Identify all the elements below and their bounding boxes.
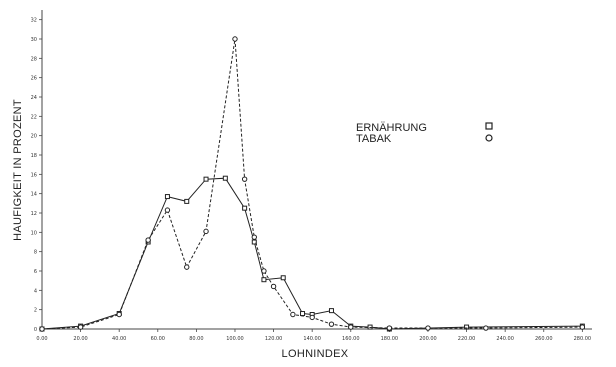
data-point-ernaehrung <box>280 275 286 281</box>
y-tick-label: 32 <box>31 18 37 24</box>
data-point-tabak <box>483 325 489 331</box>
x-tick-label: 40.00 <box>112 336 126 342</box>
data-point-tabak <box>241 176 248 182</box>
legend: ERNÄHRUNG TABAK <box>356 122 493 145</box>
data-point-tabak <box>386 325 393 331</box>
x-tick-label: 60.00 <box>151 336 165 342</box>
data-point-tabak <box>270 283 277 290</box>
data-point-tabak <box>116 311 122 318</box>
y-tick-label: 28 <box>31 56 37 62</box>
axes <box>41 10 592 330</box>
y-tick-label: 26 <box>31 76 37 82</box>
x-tick-label: 280.00 <box>574 336 592 342</box>
legend-label-tabak: TABAK <box>356 133 392 145</box>
data-point-tabak <box>290 311 296 318</box>
y-tick-label: 12 <box>31 211 37 217</box>
data-point-ernaehrung <box>251 239 257 245</box>
series-layer <box>39 36 586 332</box>
data-point-tabak <box>328 321 335 327</box>
x-tick-label: 140.00 <box>303 336 321 342</box>
y-tick-label: 30 <box>31 37 37 43</box>
data-point-tabak <box>164 207 171 213</box>
x-tick-label: 20.00 <box>73 336 87 342</box>
x-ticks: 0.00 20.00 40.00 60.00 80.00 100.00 120.00 140.… <box>36 329 591 342</box>
x-tick-label: 220.00 <box>458 336 476 342</box>
data-point-tabak <box>203 228 209 235</box>
series-line-ernaehrung <box>41 177 583 330</box>
data-point-ernaehrung <box>300 311 306 317</box>
x-tick-label: 100.00 <box>226 336 244 342</box>
legend-marker-circle <box>485 134 493 142</box>
data-point-tabak <box>309 314 315 321</box>
data-point-ernaehrung <box>164 194 170 200</box>
data-point-ernaehrung <box>184 198 190 204</box>
y-tick-label: 10 <box>31 230 37 236</box>
data-point-ernaehrung <box>203 176 209 182</box>
data-point-tabak <box>251 234 257 240</box>
data-point-ernaehrung <box>242 205 248 211</box>
data-point-tabak <box>77 324 84 330</box>
y-tick-label: 22 <box>31 114 37 120</box>
x-tick-label: 260.00 <box>535 336 553 342</box>
y-tick-label: 4 <box>34 288 37 294</box>
y-tick-label: 16 <box>31 172 37 178</box>
data-point-ernaehrung <box>261 277 267 283</box>
x-tick-label: 180.00 <box>381 336 399 342</box>
data-point-tabak <box>145 237 151 243</box>
y-tick-label: 14 <box>31 192 37 198</box>
x-tick-label: 0.00 <box>36 336 47 342</box>
data-point-tabak <box>232 36 238 42</box>
y-tick-label: 6 <box>34 269 37 275</box>
data-point-ernaehrung <box>222 175 228 181</box>
series-line-tabak <box>41 38 583 330</box>
x-tick-label: 200.00 <box>419 336 437 342</box>
y-tick-label: 20 <box>31 134 37 140</box>
legend-marker-square <box>485 122 493 130</box>
data-point-tabak <box>425 325 431 331</box>
y-tick-label: 24 <box>31 95 37 101</box>
y-tick-label: 2 <box>34 308 37 314</box>
y-tick-label: 0 <box>34 327 37 333</box>
y-tick-label: 18 <box>31 153 37 159</box>
data-point-ernaehrung <box>464 324 470 330</box>
data-point-tabak <box>184 264 190 270</box>
x-axis-title: LOHNINDEX <box>282 348 349 360</box>
data-point-tabak <box>348 324 354 330</box>
legend-label-ernaehrung: ERNÄHRUNG <box>356 122 427 134</box>
y-axis-title: HAUFIGKEIT IN PROZENT <box>12 99 24 241</box>
x-tick-label: 240.00 <box>496 336 514 342</box>
data-point-tabak <box>579 324 586 330</box>
data-point-tabak <box>261 268 267 274</box>
data-point-tabak <box>39 326 45 332</box>
x-tick-label: 160.00 <box>342 336 360 342</box>
x-tick-label: 80.00 <box>189 336 203 342</box>
data-point-ernaehrung <box>328 308 334 314</box>
y-tick-label: 8 <box>34 250 37 256</box>
x-tick-label: 120.00 <box>265 336 283 342</box>
